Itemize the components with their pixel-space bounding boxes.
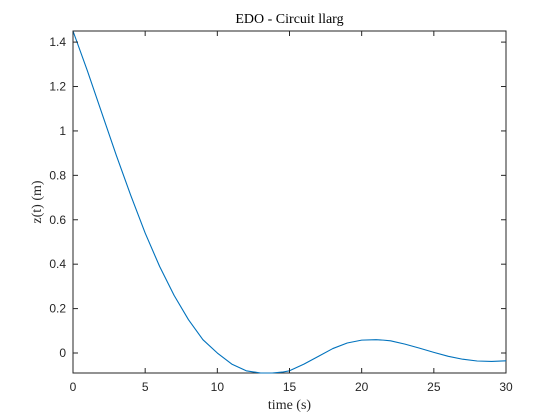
y-tick-label: 1 xyxy=(59,124,66,138)
x-tick-label: 20 xyxy=(355,380,369,394)
y-tick-label: 1.2 xyxy=(49,80,66,94)
x-tick-label: 15 xyxy=(283,380,297,394)
chart-title: EDO - Circuit llarg xyxy=(235,12,343,27)
x-axis-label: time (s) xyxy=(268,398,311,413)
y-tick-label: 0.4 xyxy=(49,257,66,271)
y-tick-label: 0.8 xyxy=(49,168,66,182)
y-tick-label: 0.6 xyxy=(49,213,66,227)
x-tick-label: 5 xyxy=(142,380,149,394)
x-tick-label: 0 xyxy=(70,380,77,394)
y-tick-label: 0.2 xyxy=(49,302,66,316)
y-tick-label: 1.4 xyxy=(49,35,66,49)
plot-area xyxy=(72,30,507,374)
y-axis: 0 0.2 0.4 0.6 0.8 1 1.2 1.4 xyxy=(49,35,506,360)
y-axis-label: z(t) (m) xyxy=(30,180,45,223)
x-tick-label: 25 xyxy=(427,380,441,394)
x-axis: 0 5 10 15 20 25 30 xyxy=(70,31,513,394)
x-tick-label: 10 xyxy=(211,380,225,394)
x-tick-label: 30 xyxy=(499,380,513,394)
y-tick-label: 0 xyxy=(59,346,66,360)
